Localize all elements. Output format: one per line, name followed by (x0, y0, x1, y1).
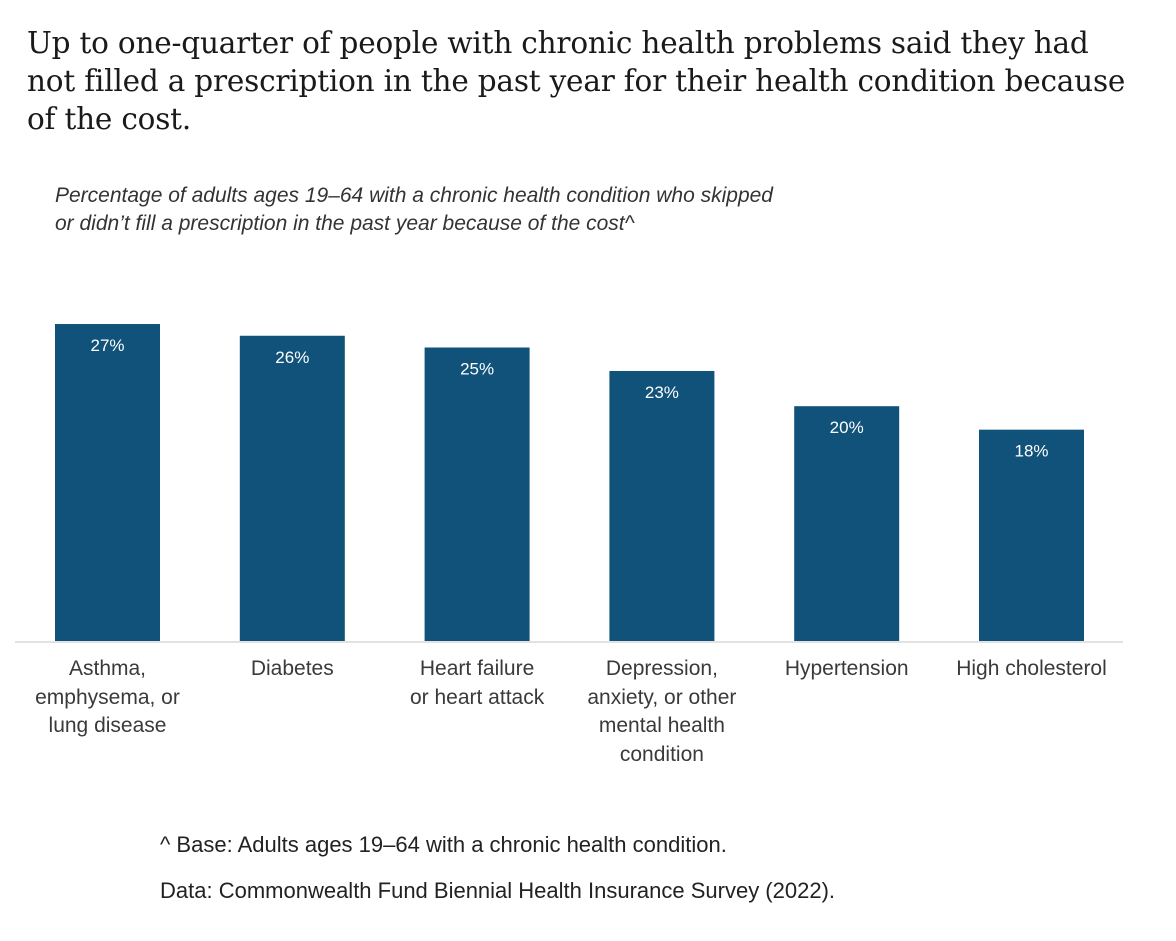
footnote-base: ^ Base: Adults ages 19–64 with a chronic… (160, 832, 727, 857)
category-label-line: anxiety, or other (587, 685, 737, 709)
bar-6 (979, 429, 1084, 641)
chart-subtitle: Percentage of adults ages 19–64 with a c… (55, 182, 955, 238)
category-label-line: Asthma, (68, 657, 147, 680)
headline-line: of the cost. (27, 102, 191, 136)
category-label-line: Diabetes (250, 657, 334, 680)
bar-3 (424, 347, 530, 641)
bar-chart: 27% 26% 25% 23% 20% 18% (15, 324, 1123, 643)
category-label-1: Asthma, emphysema, or lung disease (8, 655, 208, 741)
data-label-6: 18% (1014, 442, 1048, 461)
chart-headline: Up to one-quarter of people with chronic… (27, 24, 1147, 138)
category-label-4: Depression, anxiety, or other mental healt… (562, 655, 762, 769)
category-label-line: Depression, (605, 657, 718, 680)
subtitle-line: or didn’t fill a prescription in the pas… (55, 212, 635, 235)
data-label-5: 20% (830, 418, 864, 437)
data-label-4: 23% (645, 383, 679, 402)
subtitle-line: Percentage of adults ages 19–64 with a c… (55, 184, 773, 207)
bar-2 (239, 335, 345, 641)
data-label-3: 25% (460, 360, 494, 379)
category-label-line: Hypertension (784, 657, 909, 680)
category-label-line: emphysema, or (35, 685, 180, 709)
bar-1 (55, 324, 160, 641)
category-label-6: High cholesterol (932, 655, 1132, 684)
bar-5 (794, 406, 900, 641)
category-label-line: Heart failure (419, 657, 535, 680)
category-label-5: Hypertension (747, 655, 947, 684)
bar-4 (609, 370, 715, 641)
category-label-line: or heart attack (409, 685, 545, 709)
data-label-1: 27% (90, 336, 124, 355)
headline-line: Up to one-quarter of people with chronic… (27, 26, 1089, 60)
category-label-line: lung disease (48, 714, 167, 737)
headline-line: not filled a prescription in the past ye… (27, 64, 1126, 98)
category-label-line: mental health (598, 714, 725, 737)
category-label-3: Heart failure or heart attack (377, 655, 577, 712)
footnote-source: Data: Commonwealth Fund Biennial Health … (160, 878, 836, 903)
category-label-line: condition (619, 742, 704, 766)
category-label-line: High cholesterol (956, 657, 1107, 680)
data-label-2: 26% (275, 348, 309, 367)
category-label-2: Diabetes (192, 655, 392, 684)
